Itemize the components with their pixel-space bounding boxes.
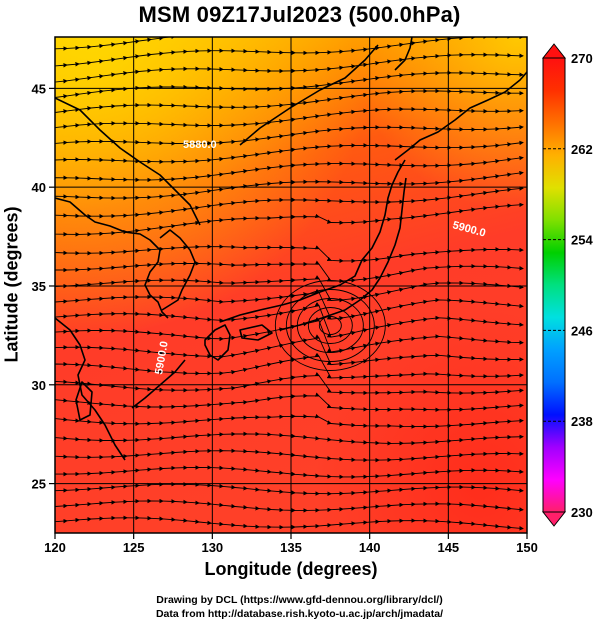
y-axis-ticks: 25 30 35 40 45 — [32, 81, 55, 492]
wind-streamlines — [55, 37, 524, 533]
streamline-vortex — [285, 289, 375, 362]
y-axis-label: Latitude (degrees) — [1, 206, 22, 363]
colorbar-max-arrow — [541, 43, 567, 59]
streamline — [55, 106, 524, 132]
y-tick-label: 25 — [32, 477, 46, 492]
colorbar-tick-label: 230 — [571, 505, 593, 520]
y-tick-label: 45 — [32, 81, 46, 96]
streamline — [55, 88, 524, 117]
streamline — [55, 202, 524, 237]
y-tick-label: 35 — [32, 279, 46, 294]
plot-area: 5880.0 5900.0 5900.0 — [55, 37, 527, 533]
y-tick-label: 40 — [32, 180, 46, 195]
x-tick-label: 140 — [359, 540, 381, 555]
colorbar-tick-label: 254 — [571, 233, 593, 248]
contour-label-5900-west: 5900.0 — [153, 340, 171, 375]
footer-credit-dcl: Drawing by DCL (https://www.gfd-dennou.o… — [156, 594, 443, 606]
streamline — [55, 244, 524, 264]
streamline-vortex — [274, 280, 386, 371]
streamline — [55, 275, 524, 303]
y-tick-label: 30 — [32, 378, 46, 393]
x-axis-ticks: 120 125 130 135 140 145 150 — [44, 533, 538, 555]
chart-title: MSM 09Z17Jul2023 (500.0hPa) — [138, 2, 461, 27]
streamline — [55, 465, 524, 480]
x-tick-label: 120 — [44, 540, 66, 555]
streamline — [55, 260, 524, 284]
colorbar-tick-label: 238 — [571, 414, 593, 429]
streamline — [55, 413, 524, 429]
x-tick-label: 130 — [201, 540, 223, 555]
contour-label-5880: 5880.0 — [183, 139, 217, 151]
streamline — [55, 288, 524, 321]
x-axis-label: Longitude (degrees) — [204, 559, 378, 579]
colorbar-tick-label: 246 — [571, 323, 593, 338]
colorbar-tick-label: 262 — [571, 142, 593, 157]
colorbar-tick-label: 270 — [571, 51, 593, 66]
streamline — [55, 392, 524, 413]
x-tick-label: 145 — [437, 540, 459, 555]
streamline — [55, 498, 524, 513]
streamline-vortex — [307, 307, 353, 344]
x-tick-label: 125 — [123, 540, 145, 555]
streamline-vortex — [318, 316, 342, 335]
streamline — [55, 481, 524, 496]
colorbar-min-arrow — [541, 511, 567, 527]
footer-credit-data: Data from http://database.rish.kyoto-u.a… — [155, 608, 444, 620]
x-tick-label: 150 — [516, 540, 538, 555]
streamline-vortex — [296, 298, 364, 353]
colorbar-bar — [542, 57, 566, 513]
streamline — [55, 448, 524, 463]
streamline — [55, 431, 524, 446]
x-tick-label: 135 — [280, 540, 302, 555]
colorbar: 270 262 254 246 238 230 — [541, 43, 593, 527]
streamline — [55, 515, 524, 531]
